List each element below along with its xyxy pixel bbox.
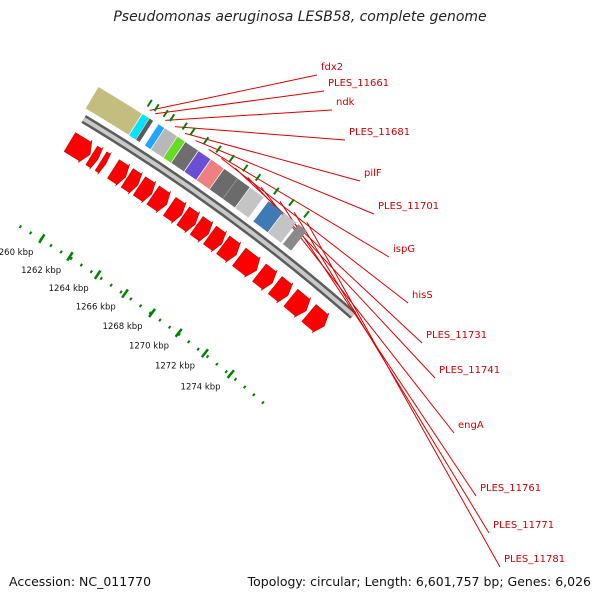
forward-gene-arrow — [85, 145, 104, 170]
gene-block-ples_11741 — [222, 178, 250, 208]
gene-label-ples_11701: PLES_11701 — [378, 201, 439, 212]
gene-block-ples_11681 — [150, 128, 178, 158]
gene-edge-tick — [189, 127, 196, 136]
forward-gene-arrow — [63, 132, 93, 163]
gene-label-ples_11761: PLES_11761 — [480, 483, 541, 494]
gene-block-fdx2 — [128, 113, 150, 140]
gene-block-ndk — [144, 124, 165, 150]
gene-edge-tick — [153, 103, 160, 112]
label-leader-line — [260, 186, 455, 434]
gene-block-ples_11661 — [135, 118, 154, 143]
gene-edge-tick — [303, 210, 310, 219]
genome-summary-text: Topology: circular; Length: 6,601,757 bp… — [247, 574, 591, 589]
backbone-highlight — [82, 117, 355, 317]
gene-block-ples_11731 — [209, 168, 238, 199]
forward-gene-arrow — [189, 216, 214, 243]
kbp-tick — [174, 328, 183, 338]
kbp-tick — [200, 348, 210, 358]
gene-block-hiss — [196, 159, 224, 190]
gene-label-ples_11781: PLES_11781 — [504, 554, 565, 565]
gene-edge-tick — [254, 173, 262, 182]
kbp-tick — [66, 251, 74, 262]
gene-edge-tick — [146, 99, 153, 108]
kbp-label: 1266 kbp — [76, 303, 116, 313]
gene-block-ples_11771 — [267, 212, 297, 243]
gene-block-ples_11781 — [282, 224, 307, 251]
gene-label-pilf: pilF — [364, 168, 382, 179]
gene-label-ples_11741: PLES_11741 — [439, 365, 500, 376]
gene-block-ples_11761 — [253, 201, 284, 233]
gene-block-ispg — [184, 150, 211, 181]
accession-text: Accession: NC_011770 — [9, 574, 152, 589]
forward-gene-arrow — [252, 263, 278, 291]
label-leader-line — [165, 109, 333, 121]
label-leader-line — [149, 74, 318, 111]
kbp-tick — [148, 308, 157, 318]
kbp-label: 1270 kbp — [129, 342, 169, 352]
forward-gene-arrow — [202, 225, 227, 253]
kbp-label: 1262 kbp — [21, 266, 61, 276]
gene-edge-tick — [181, 122, 188, 130]
kbp-tick — [121, 288, 129, 299]
gene-edge-tick — [215, 145, 222, 153]
gene-block-ples_11701 — [171, 141, 199, 172]
forward-gene-arrow — [267, 276, 294, 304]
label-leader-line — [208, 148, 390, 258]
forward-gene-arrow — [162, 196, 187, 224]
gene-block-pilf — [163, 136, 186, 163]
gene-label-fdx2: fdx2 — [321, 62, 343, 73]
gene-edge-tick — [169, 113, 176, 122]
gene-edge-tick — [273, 187, 280, 195]
kbp-tick — [38, 233, 46, 244]
label-leader-line — [184, 132, 361, 182]
kbp-label: 1272 kbp — [155, 362, 195, 372]
label-leader-line — [195, 140, 375, 215]
forward-gene-arrow — [94, 151, 112, 175]
forward-gene-arrow — [132, 176, 157, 204]
forward-gene-arrow — [283, 288, 311, 318]
gene-label-ples_11661: PLES_11661 — [328, 78, 389, 89]
forward-gene-arrow — [176, 206, 200, 234]
gene-label-ndk: ndk — [336, 97, 355, 108]
map-title: Pseudomonas aeruginosa LESB58, complete … — [113, 9, 487, 25]
gene-label-enga: engA — [458, 420, 484, 431]
forward-gene-arrow — [301, 304, 330, 333]
label-leader-line — [174, 126, 346, 141]
kbp-tick — [226, 369, 235, 379]
gene-edge-tick — [242, 164, 249, 172]
gene-label-ples_11731: PLES_11731 — [426, 330, 487, 341]
kbp-tick — [93, 269, 102, 280]
forward-gene-arrow — [107, 159, 130, 187]
gene-label-ispg: ispG — [393, 244, 415, 255]
gene-label-ples_11771: PLES_11771 — [493, 520, 554, 531]
kbp-label: 1274 kbp — [181, 382, 221, 392]
gene-edge-tick — [228, 154, 235, 163]
forward-gene-arrow — [120, 168, 143, 195]
gene-edge-tick — [288, 198, 295, 207]
gene-edge-tick — [162, 109, 169, 118]
kbp-label: 1268 kbp — [103, 322, 143, 332]
gene-edge-tick — [202, 136, 210, 145]
forward-gene-arrow — [216, 235, 242, 263]
gene-block-upstream — [85, 87, 142, 135]
label-leader-line — [155, 90, 325, 115]
gene-block-enga — [235, 187, 264, 218]
gene-label-hiss: hisS — [412, 290, 433, 301]
gene-label-ples_11681: PLES_11681 — [349, 127, 410, 138]
kbp-label: 1264 kbp — [49, 284, 89, 294]
kbp-label: 1260 kbp — [0, 248, 33, 258]
forward-gene-arrow — [232, 247, 261, 278]
forward-gene-arrow — [146, 185, 171, 214]
label-leader-line — [306, 221, 501, 568]
